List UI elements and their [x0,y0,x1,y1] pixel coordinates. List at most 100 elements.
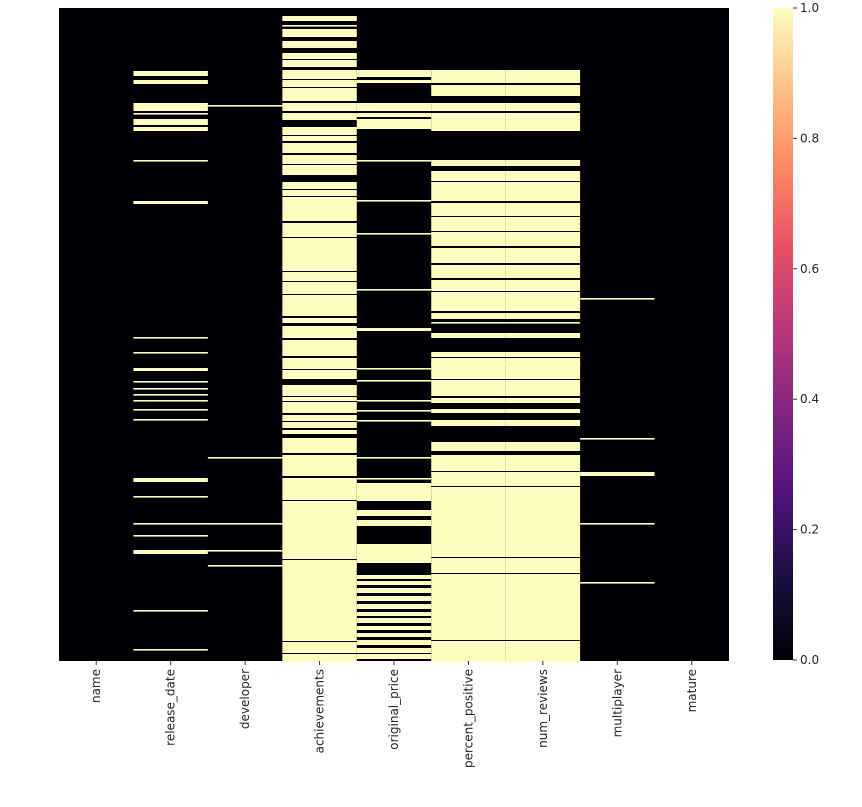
colorbar-tick-label: 0.8 [800,131,819,145]
missing-cell-release_date [133,496,208,498]
missing-cell-release_date [133,113,208,115]
missing-cell-release_date [133,119,208,125]
missing-cell-achievements [282,654,357,662]
missing-cell-num_reviews [505,322,581,324]
x-tick-label: name [89,669,103,703]
missing-cell-achievements [282,415,357,421]
missing-cell-percent_positive [431,487,506,557]
missing-cell-developer [207,105,283,107]
missing-cell-developer [207,523,283,525]
missing-cell-release_date [133,535,208,537]
missing-cell-original_price [356,70,432,77]
missing-cell-achievements [282,190,357,196]
heatmap-cells [59,8,729,662]
missing-cell-achievements [282,272,357,281]
missing-cell-num_reviews [505,363,581,379]
missing-cell-num_reviews [505,472,581,486]
colorbar-tick-label: 1.0 [800,1,819,15]
colorbar-tick-label: 0.2 [800,523,819,537]
missing-cell-percent_positive [431,363,506,379]
missing-cell-achievements [282,53,357,59]
missing-cell-percent_positive [431,280,506,291]
missing-cell-num_reviews [505,558,581,573]
missing-cell-release_date [133,523,208,525]
missing-cell-percent_positive [431,103,506,111]
missing-cell-percent_positive [431,313,506,319]
missing-cell-achievements [282,165,357,175]
missing-cell-achievements [282,182,357,189]
missing-cell-original_price [356,483,432,501]
missing-cell-release_date [133,201,208,204]
x-tick-label: developer [238,669,252,729]
missing-cell-num_reviews [505,380,581,396]
missing-cell-original_price [356,478,432,480]
missing-cell-num_reviews [505,232,581,246]
missing-cell-achievements [282,41,357,48]
missing-cell-release_date [133,127,208,131]
missing-cell-achievements [282,402,357,408]
missing-cell-num_reviews [505,70,581,83]
missing-cell-original_price [356,596,432,601]
x-tick-label: achievements [313,669,327,753]
missing-cell-percent_positive [431,558,506,573]
missing-cell-original_price [356,544,432,563]
missing-cell-num_reviews [505,313,581,319]
missing-cell-achievements [282,197,357,221]
missing-cell-percent_positive [431,358,506,366]
missing-cell-developer [207,565,283,567]
missing-cell-num_reviews [505,171,581,181]
missing-cell-achievements [282,29,357,37]
missing-cell-multiplayer [580,523,655,525]
missing-cell-release_date [133,71,208,76]
missing-cell-release_date [133,409,208,411]
colorbar-ticks: 0.0 0.2 0.4 0.6 0.8 1.0 [793,1,819,667]
missing-cell-original_price [356,457,432,459]
missing-cell-num_reviews [505,248,581,263]
missing-cell-release_date [133,368,208,371]
missing-cell-achievements [282,223,357,237]
missing-cell-achievements [282,397,357,401]
missing-cell-multiplayer [580,438,655,440]
missing-cell-percent_positive [431,248,506,263]
missing-cell-achievements [282,501,357,524]
missing-cell-percent_positive [431,203,506,216]
missing-cell-achievements [282,70,357,79]
missing-cell-release_date [133,388,208,390]
colorbar [773,8,793,660]
missing-cell-achievements [282,295,357,306]
missing-cell-num_reviews [505,265,581,278]
missing-cell-num_reviews [505,280,581,291]
x-tick-label: num_reviews [536,669,550,748]
missing-cell-original_price [356,626,432,630]
missing-cell-original_price [356,119,432,129]
missing-cell-achievements [282,60,357,67]
missing-cell-original_price [356,410,432,412]
missing-cell-percent_positive [431,380,506,396]
missing-cell-release_date [133,337,208,339]
missing-cell-achievements [282,103,357,111]
missing-cell-achievements [282,16,357,21]
missing-cell-original_price [356,575,432,579]
missing-cell-original_price [356,648,432,653]
missing-cell-num_reviews [505,420,581,426]
missing-cell-original_price [356,588,432,593]
missing-cell-original_price [356,328,432,331]
missing-cell-achievements [282,478,357,500]
missing-cell-developer [207,550,283,552]
missing-cell-percent_positive [431,292,506,311]
x-tick-label: release_date [164,669,178,746]
colorbar-tick-label: 0.6 [800,262,819,276]
missing-cell-original_price [356,510,432,516]
colorbar-tick-label: 0.4 [800,392,819,406]
missing-cell-num_reviews [505,398,581,403]
missing-cell-original_price [356,612,432,616]
missing-cell-release_date [133,649,208,651]
missing-cell-original_price [356,80,432,83]
missing-cell-achievements [282,306,357,316]
missing-cell-percent_positive [431,641,506,662]
missing-cell-num_reviews [505,409,581,413]
missing-cell-achievements [282,318,357,323]
missing-cell-num_reviews [505,182,581,201]
missing-cell-percent_positive [431,70,506,83]
missing-cell-num_reviews [505,217,581,231]
